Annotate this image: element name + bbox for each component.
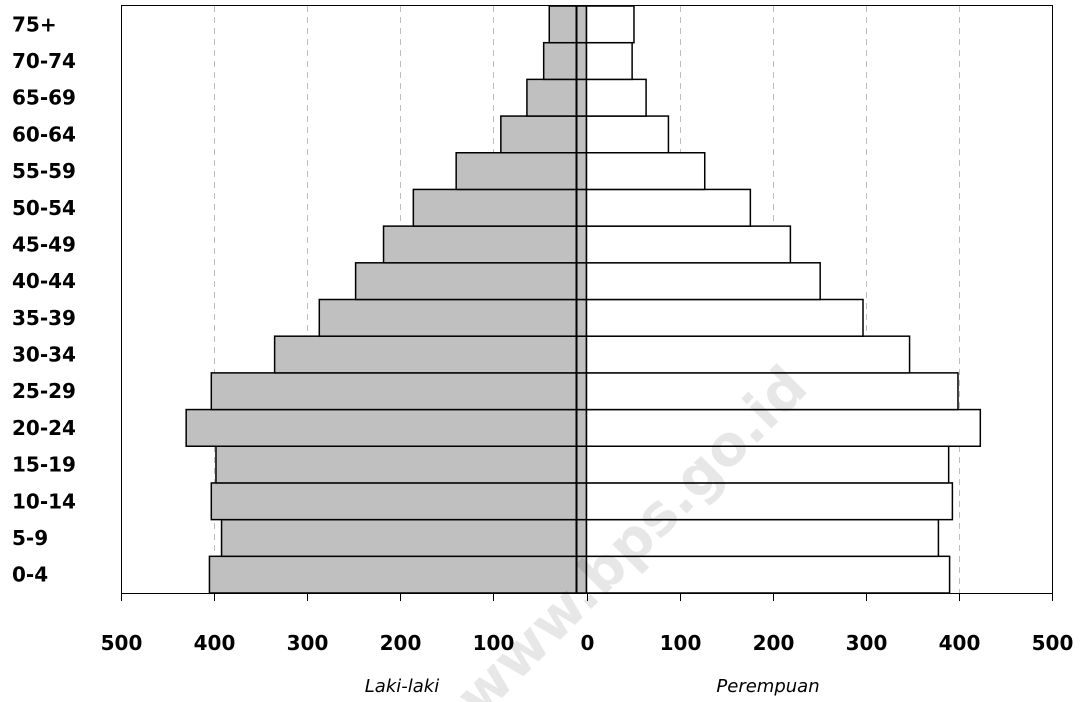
y-category-label: 20-24 — [12, 416, 76, 440]
bar-laki-laki — [354, 262, 588, 301]
bar-perempuan — [585, 408, 982, 447]
y-category-label: 30-34 — [12, 343, 76, 367]
bar-laki-laki — [500, 115, 588, 154]
bar-perempuan — [585, 335, 911, 374]
bar-laki-laki — [542, 41, 588, 81]
bar-perempuan — [585, 298, 864, 337]
bars-group — [185, 5, 982, 594]
bar-laki-laki — [210, 372, 588, 411]
x-axis: 500 400 300 200 100 0 100 200 300 400 500 — [101, 593, 1074, 655]
y-category-label: 35-39 — [12, 306, 76, 330]
bar-laki-laki — [210, 482, 588, 521]
y-axis-labels: 0-4 5-9 10-14 15-19 20-24 25-29 30-34 35-39 40-4… — [12, 12, 76, 586]
y-category-label: 5-9 — [12, 526, 48, 550]
y-category-label: 50-54 — [12, 196, 76, 220]
y-category-label: 70-74 — [12, 49, 76, 73]
y-category-label: 25-29 — [12, 379, 76, 403]
x-tick-label: 300 — [287, 631, 329, 655]
bar-perempuan — [585, 115, 670, 154]
bar-perempuan — [585, 372, 959, 411]
y-category-label: 75+ — [12, 12, 57, 36]
x-tick-label: 100 — [660, 631, 702, 655]
bar-laki-laki — [548, 5, 588, 44]
bar-laki-laki — [382, 225, 588, 264]
x-tick-label: 0 — [581, 631, 595, 655]
bar-perempuan — [585, 555, 951, 594]
bar-laki-laki — [412, 188, 588, 227]
y-category-label: 60-64 — [12, 122, 76, 146]
y-category-label: 65-69 — [12, 86, 76, 110]
bar-perempuan — [585, 152, 706, 191]
bar-perempuan — [585, 78, 647, 117]
bar-perempuan — [585, 262, 821, 301]
x-tick-label: 500 — [101, 631, 143, 655]
y-category-label: 10-14 — [12, 489, 76, 513]
y-category-label: 0-4 — [12, 563, 48, 587]
bar-perempuan — [585, 225, 792, 264]
y-category-label: 40-44 — [12, 269, 76, 293]
x-tick-label: 200 — [380, 631, 422, 655]
x-tick-label: 400 — [194, 631, 236, 655]
bar-perempuan — [585, 518, 940, 558]
x-axis-label-left: Laki-laki — [365, 676, 439, 697]
bar-perempuan — [585, 188, 752, 227]
bar-perempuan — [585, 445, 950, 484]
bar-laki-laki — [208, 555, 588, 594]
x-tick-label: 400 — [939, 631, 981, 655]
bar-laki-laki — [318, 298, 588, 337]
y-category-label: 55-59 — [12, 159, 76, 183]
x-tick-label: 100 — [473, 631, 515, 655]
bar-laki-laki — [220, 518, 588, 558]
x-tick-label: 200 — [753, 631, 795, 655]
bar-laki-laki — [185, 408, 588, 447]
x-axis-label-right: Perempuan — [716, 676, 819, 697]
y-category-label: 45-49 — [12, 232, 76, 256]
y-category-label: 15-19 — [12, 453, 76, 477]
bar-laki-laki — [526, 78, 588, 117]
bar-perempuan — [585, 41, 633, 81]
bar-laki-laki — [273, 335, 588, 374]
x-tick-label: 300 — [846, 631, 888, 655]
bar-laki-laki — [215, 445, 588, 484]
bar-perempuan — [585, 5, 635, 44]
bar-laki-laki — [455, 152, 588, 191]
x-tick-label: 500 — [1032, 631, 1074, 655]
